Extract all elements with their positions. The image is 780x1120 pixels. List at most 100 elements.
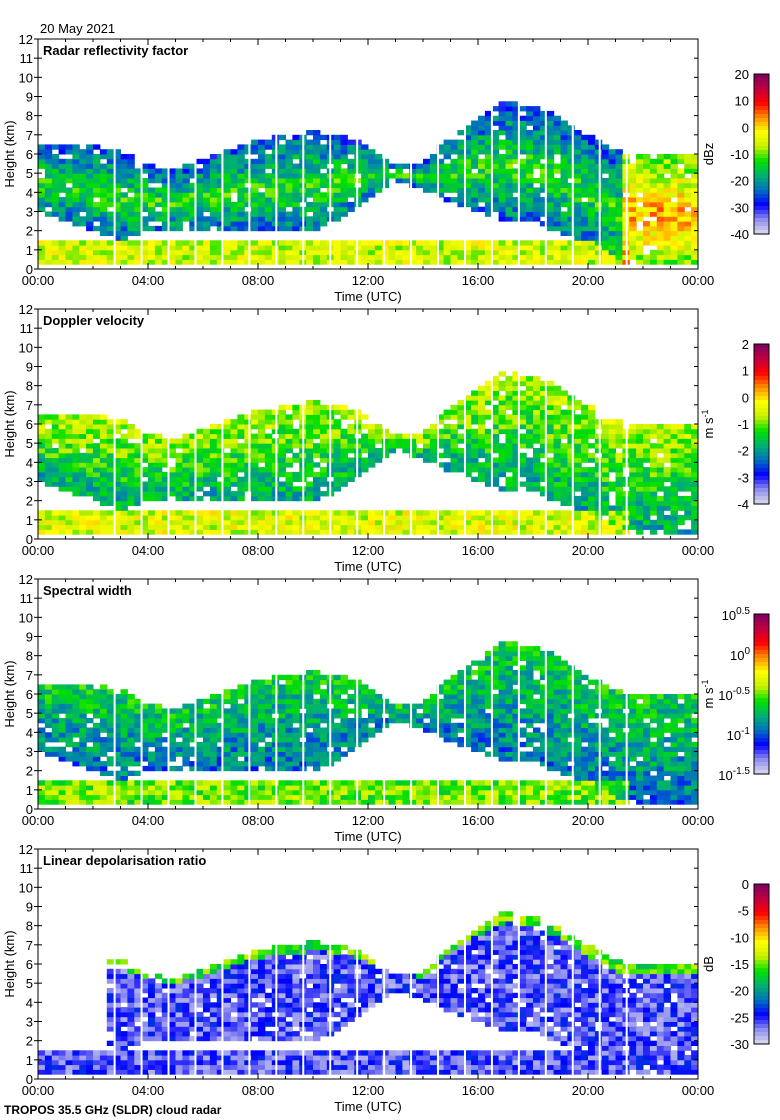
heatmap-cell: [127, 178, 135, 184]
heatmap-cell: [58, 245, 66, 251]
heatmap-cell: [546, 414, 555, 420]
heatmap-cell: [436, 187, 445, 193]
heatmap-cell: [161, 529, 170, 535]
heatmap-cell: [381, 259, 390, 265]
heatmap-cell: [203, 259, 211, 265]
heatmap-cell: [306, 491, 314, 497]
heatmap-cell: [471, 443, 479, 449]
heatmap-cell: [306, 158, 314, 165]
heatmap-cell: [148, 486, 156, 492]
heatmap-cell: [141, 245, 149, 251]
heatmap-cell: [381, 448, 390, 454]
heatmap-cell: [216, 462, 225, 468]
heatmap-cell: [161, 452, 170, 459]
heatmap-cell: [148, 163, 156, 169]
heatmap-cell: [216, 495, 225, 502]
heatmap-cell: [251, 149, 259, 155]
heatmap-cell: [656, 467, 665, 473]
heatmap-cell: [264, 780, 273, 786]
heatmap-cell: [526, 515, 534, 521]
heatmap-cell: [120, 245, 128, 251]
heatmap-cell: [113, 789, 121, 796]
heatmap-cell: [237, 259, 245, 265]
heatmap-cell: [148, 708, 156, 714]
heatmap-cell: [154, 524, 163, 530]
heatmap-cell: [223, 732, 231, 738]
heatmap-cell: [691, 249, 699, 256]
heatmap-cell: [264, 471, 273, 478]
heatmap-cell: [120, 216, 128, 222]
heatmap-cell: [216, 491, 225, 497]
heatmap-cell: [601, 428, 610, 435]
heatmap-cell: [560, 139, 568, 145]
heatmap-cell: [601, 216, 610, 222]
heatmap-cell: [127, 694, 135, 700]
heatmap-cell: [457, 404, 465, 411]
heatmap-cell: [491, 524, 500, 530]
heatmap-cell: [65, 206, 73, 212]
heatmap-cell: [223, 524, 231, 530]
heatmap-cell: [106, 780, 115, 786]
heatmap-cell: [588, 206, 596, 212]
heatmap-cell: [478, 462, 486, 468]
heatmap-cell: [113, 230, 121, 236]
heatmap-cell: [319, 178, 328, 184]
heatmap-cell: [450, 139, 458, 145]
heatmap-cell: [196, 476, 204, 482]
heatmap-cell: [99, 457, 108, 463]
heatmap-cell: [251, 216, 259, 222]
heatmap-cell: [581, 481, 589, 487]
heatmap-cell: [127, 187, 135, 193]
heatmap-cell: [333, 438, 341, 444]
heatmap-cell: [677, 505, 685, 511]
heatmap-cell: [402, 515, 410, 521]
heatmap-cell: [99, 751, 108, 757]
heatmap-cell: [567, 452, 575, 459]
heatmap-cell: [567, 414, 575, 420]
panel-title: Doppler velocity: [43, 313, 145, 328]
heatmap-cell: [251, 708, 259, 714]
colorbar-segment: [754, 404, 769, 409]
heatmap-cell: [691, 443, 699, 449]
heatmap-cell: [608, 158, 616, 165]
heatmap-cell: [223, 698, 231, 705]
heatmap-cell: [684, 235, 692, 241]
heatmap-cell: [656, 424, 665, 430]
heatmap-cell: [594, 457, 603, 463]
heatmap-cell: [106, 476, 115, 482]
heatmap-cell: [223, 452, 231, 459]
heatmap-cell: [553, 414, 561, 420]
heatmap-cell: [120, 259, 128, 265]
heatmap-cell: [65, 510, 73, 516]
heatmap-cell: [512, 395, 520, 401]
heatmap-cell: [546, 529, 555, 535]
heatmap-cell: [457, 529, 465, 535]
heatmap-cell: [120, 785, 128, 791]
heatmap-cell: [512, 168, 520, 174]
heatmap-cell: [244, 703, 252, 709]
heatmap-cell: [663, 211, 671, 217]
heatmap-cell: [539, 211, 548, 217]
heatmap-cell: [643, 457, 651, 463]
colorbar-tick-label: -4: [737, 497, 749, 512]
heatmap-cell: [79, 254, 87, 260]
heatmap-cell: [333, 467, 341, 473]
heatmap-cell: [313, 524, 321, 530]
heatmap-cell: [512, 130, 520, 136]
heatmap-cell: [395, 168, 403, 174]
heatmap-cell: [113, 428, 121, 435]
heatmap-cell: [230, 158, 238, 165]
heatmap-cell: [519, 144, 527, 150]
heatmap-cell: [423, 428, 431, 435]
heatmap-cell: [203, 698, 211, 705]
heatmap-cell: [691, 245, 699, 251]
heatmap-cell: [51, 718, 60, 724]
heatmap-cell: [120, 201, 128, 208]
heatmap-cell: [340, 433, 348, 439]
heatmap-cell: [615, 197, 623, 203]
heatmap-cell: [484, 443, 493, 449]
heatmap-cell: [141, 206, 149, 212]
heatmap-cell: [581, 443, 589, 449]
heatmap-cell: [306, 409, 314, 415]
heatmap-cell: [319, 452, 328, 459]
